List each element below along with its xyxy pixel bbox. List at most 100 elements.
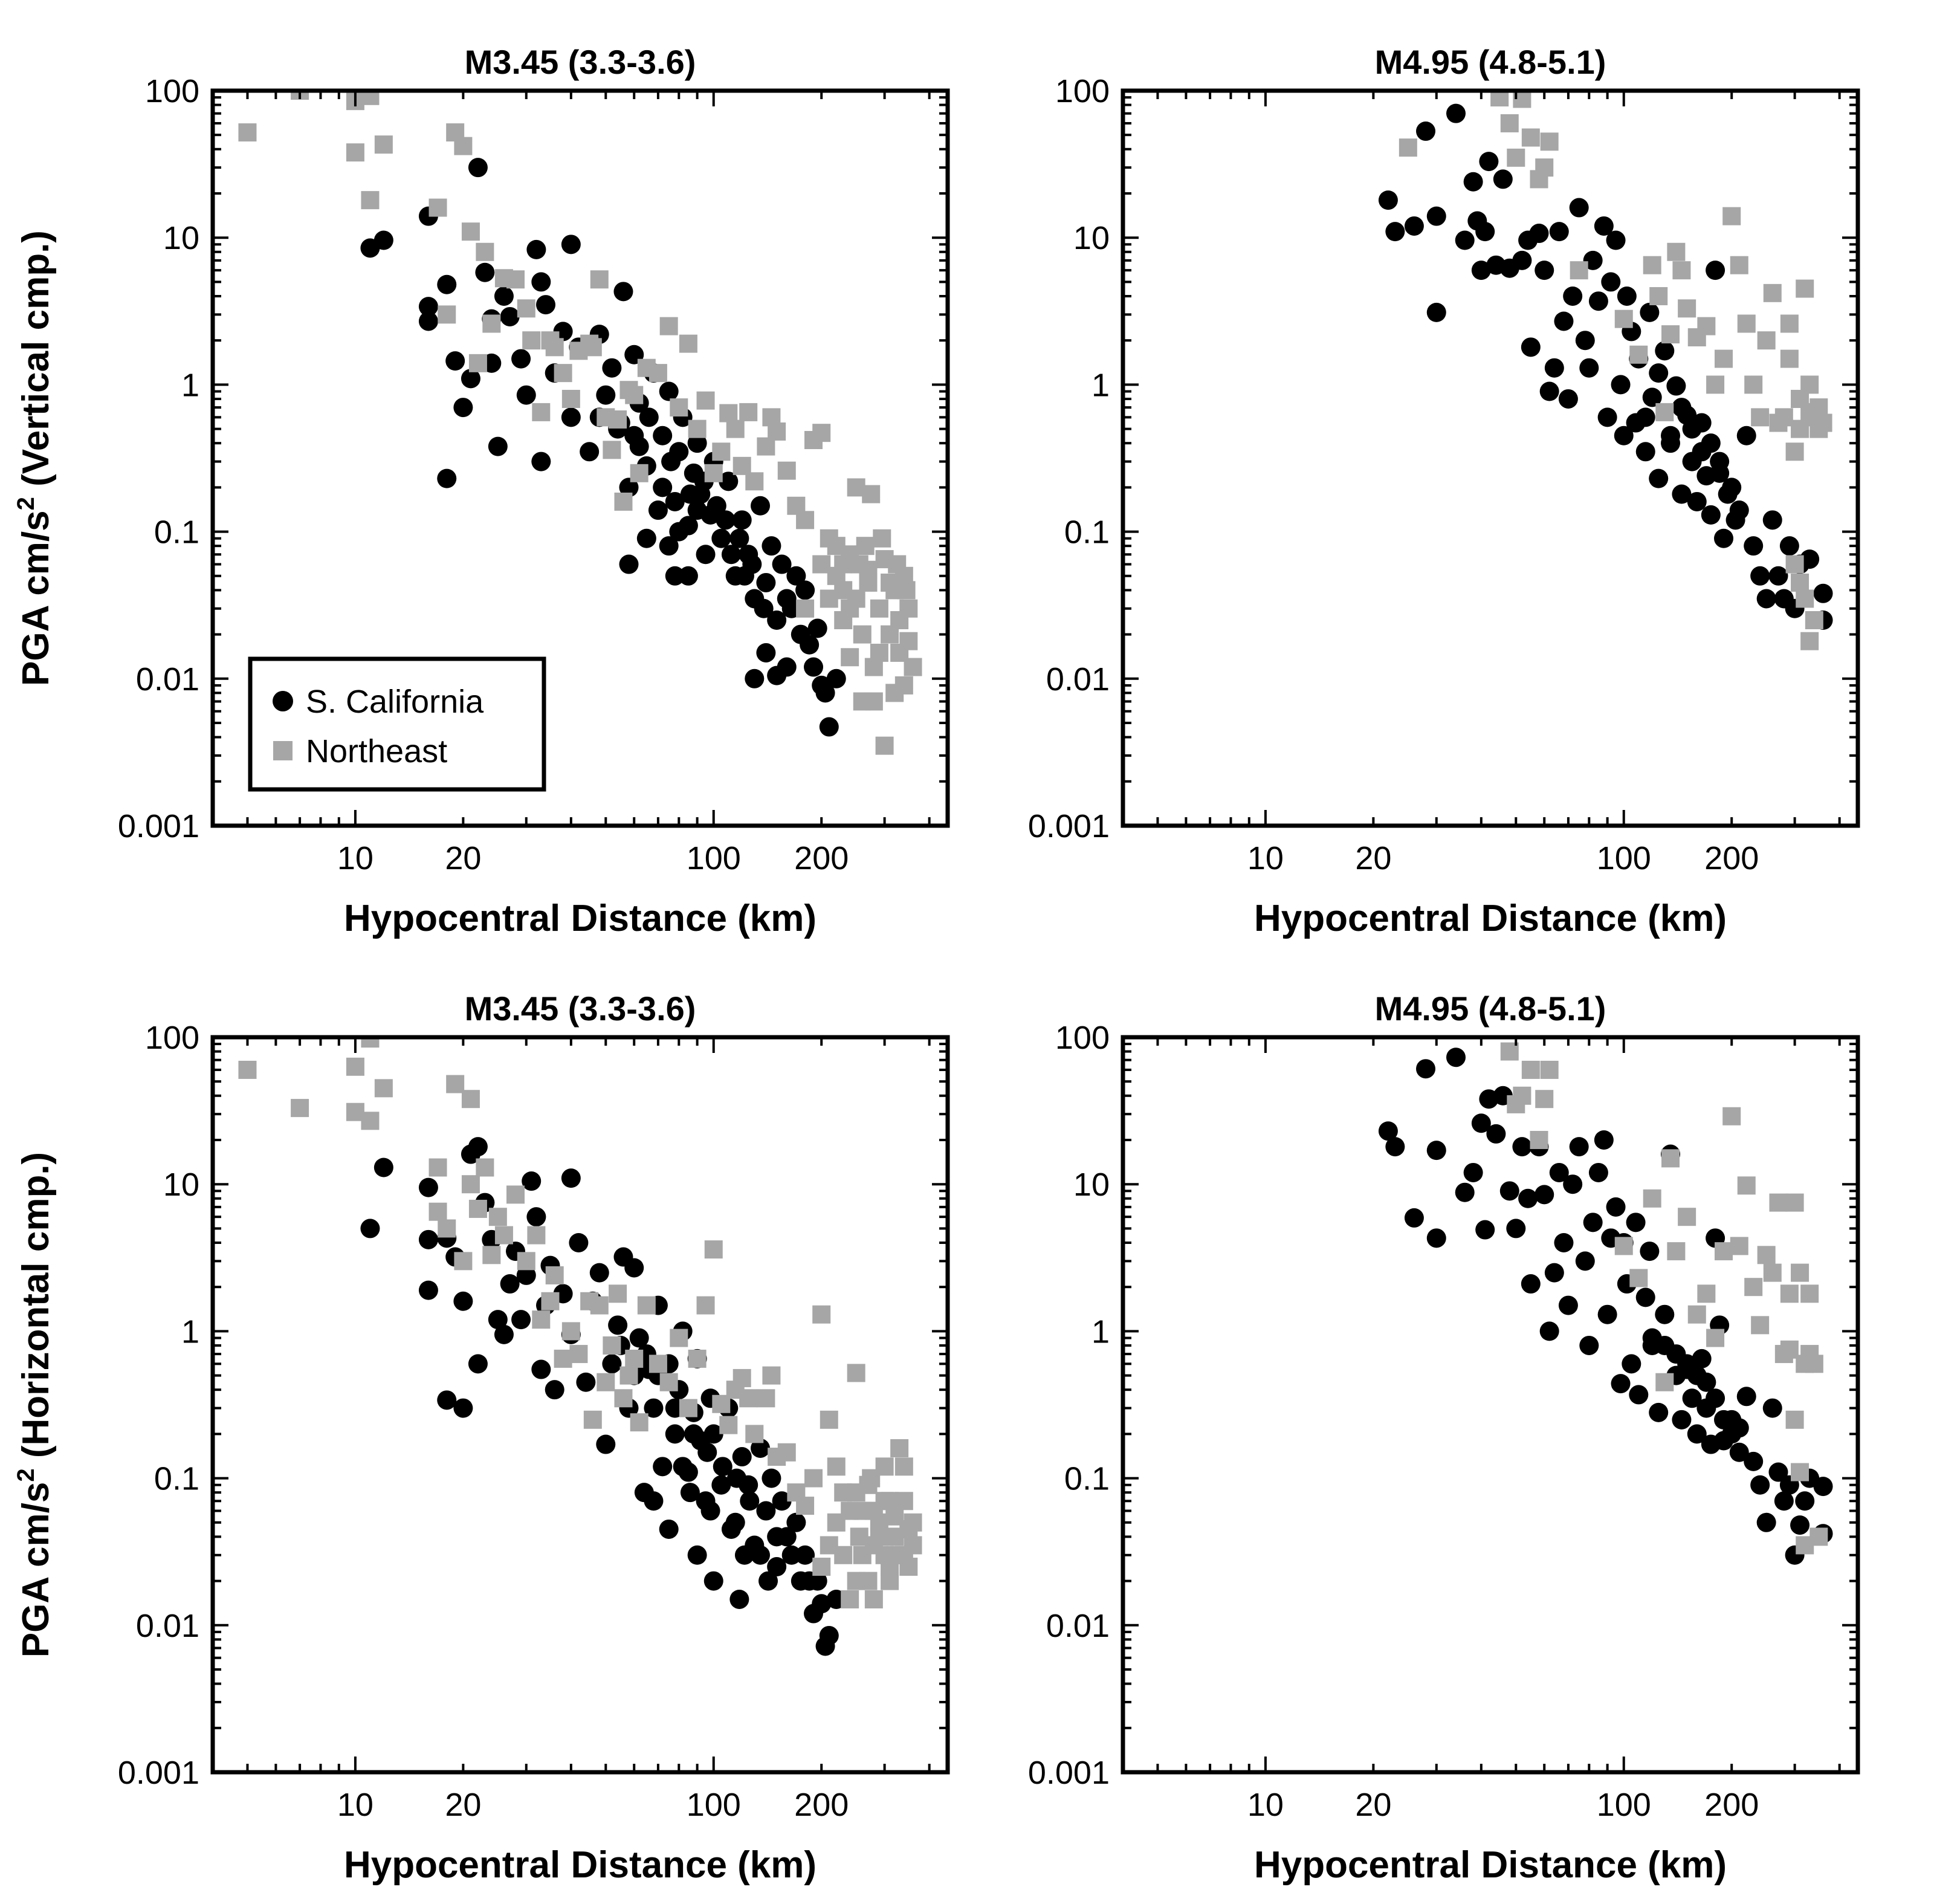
data-point-northeast bbox=[890, 1439, 909, 1457]
data-point-socal bbox=[1655, 1335, 1675, 1355]
data-point-northeast bbox=[777, 461, 796, 480]
data-point-socal bbox=[596, 1434, 616, 1454]
data-point-socal bbox=[1426, 1228, 1446, 1248]
data-point-northeast bbox=[1706, 1329, 1725, 1347]
data-point-northeast bbox=[1614, 309, 1633, 328]
data-point-northeast bbox=[881, 1572, 899, 1590]
data-point-socal bbox=[1575, 1251, 1595, 1271]
data-point-northeast bbox=[1655, 403, 1674, 421]
y-tick-label: 0.01 bbox=[1046, 661, 1110, 698]
x-axis-label: Hypocentral Distance (km) bbox=[1254, 1844, 1727, 1886]
data-point-northeast bbox=[554, 364, 572, 383]
x-tick-label: 100 bbox=[1597, 1787, 1651, 1823]
data-point-socal bbox=[1626, 1213, 1646, 1232]
data-point-northeast bbox=[1661, 325, 1680, 344]
data-point-socal bbox=[711, 1475, 731, 1495]
data-point-northeast bbox=[583, 338, 602, 357]
data-point-northeast bbox=[812, 1305, 831, 1324]
data-point-northeast bbox=[1791, 573, 1809, 592]
data-point-socal bbox=[687, 1545, 707, 1565]
y-tick-label: 1 bbox=[1092, 367, 1110, 403]
data-point-northeast bbox=[704, 1240, 723, 1259]
data-point-socal bbox=[1606, 1197, 1626, 1217]
data-point-socal bbox=[1521, 1274, 1541, 1294]
data-point-socal bbox=[1729, 1418, 1749, 1438]
data-point-socal bbox=[1601, 272, 1621, 292]
data-point-socal bbox=[644, 1491, 664, 1511]
data-point-northeast bbox=[614, 492, 633, 511]
data-point-socal bbox=[461, 369, 480, 389]
data-point-socal bbox=[1611, 1374, 1631, 1394]
data-point-socal bbox=[1629, 1385, 1649, 1405]
data-point-socal bbox=[1744, 1451, 1764, 1471]
data-point-northeast bbox=[1649, 287, 1668, 305]
data-point-northeast bbox=[820, 1536, 838, 1555]
data-point-northeast bbox=[609, 410, 627, 429]
data-point-socal bbox=[678, 566, 698, 586]
data-point-socal bbox=[644, 1398, 664, 1418]
data-point-socal bbox=[1750, 1475, 1770, 1495]
plot-frame bbox=[210, 1035, 950, 1775]
x-tick-label: 20 bbox=[1355, 840, 1391, 876]
data-point-socal bbox=[1655, 341, 1675, 361]
data-point-socal bbox=[754, 598, 774, 618]
data-point-northeast bbox=[291, 1099, 309, 1118]
data-point-socal bbox=[1475, 222, 1495, 242]
x-tick-label: 100 bbox=[1597, 840, 1651, 876]
data-point-northeast bbox=[726, 419, 745, 438]
data-point-socal bbox=[1642, 387, 1662, 407]
data-point-northeast bbox=[847, 1483, 865, 1502]
data-point-socal bbox=[661, 452, 681, 471]
data-point-northeast bbox=[476, 242, 494, 261]
data-point-northeast bbox=[454, 1252, 473, 1271]
data-point-northeast bbox=[1800, 403, 1819, 421]
y-axis-label: PGA cm/s2 (Vertical cmp.) bbox=[13, 230, 57, 686]
data-point-northeast bbox=[875, 1457, 894, 1476]
x-tick-label: 200 bbox=[1704, 840, 1759, 876]
data-point-socal bbox=[687, 500, 707, 520]
data-point-socal bbox=[1378, 190, 1398, 210]
data-point-northeast bbox=[796, 511, 815, 529]
data-point-northeast bbox=[476, 1158, 494, 1177]
data-point-northeast bbox=[1399, 138, 1417, 157]
data-point-northeast bbox=[1655, 1373, 1674, 1391]
x-tick-label: 10 bbox=[337, 1787, 374, 1823]
data-points bbox=[238, 1037, 922, 1656]
data-point-northeast bbox=[1744, 375, 1763, 394]
data-point-northeast bbox=[1722, 1107, 1741, 1125]
data-point-northeast bbox=[1715, 1242, 1733, 1261]
data-point-northeast bbox=[1507, 148, 1525, 167]
data-point-socal bbox=[772, 554, 792, 574]
data-point-northeast bbox=[648, 1355, 667, 1373]
data-point-socal bbox=[1569, 198, 1589, 218]
data-point-northeast bbox=[517, 1252, 535, 1271]
x-tick-label: 200 bbox=[794, 1787, 849, 1823]
data-point-socal bbox=[437, 468, 457, 488]
data-point-northeast bbox=[1809, 1527, 1828, 1546]
data-point-socal bbox=[1579, 358, 1599, 378]
data-point-northeast bbox=[712, 442, 731, 461]
x-tick-label: 20 bbox=[445, 1787, 481, 1823]
data-point-northeast bbox=[1678, 299, 1696, 318]
data-point-northeast bbox=[1643, 256, 1661, 274]
data-point-northeast bbox=[659, 317, 678, 335]
data-point-socal bbox=[762, 536, 781, 556]
data-point-northeast bbox=[648, 364, 667, 383]
data-point-northeast bbox=[532, 1310, 551, 1329]
y-tick-label: 10 bbox=[1073, 1167, 1110, 1203]
data-point-socal bbox=[1736, 426, 1756, 445]
data-point-northeast bbox=[1780, 349, 1799, 368]
data-point-socal bbox=[1416, 1059, 1436, 1079]
data-point-northeast bbox=[796, 599, 815, 618]
data-point-socal bbox=[786, 566, 806, 586]
data-point-socal bbox=[1736, 1387, 1756, 1407]
data-point-northeast bbox=[609, 1284, 627, 1303]
data-point-socal bbox=[561, 235, 581, 254]
data-point-northeast bbox=[899, 1558, 918, 1576]
data-point-northeast bbox=[461, 1090, 480, 1109]
data-point-northeast bbox=[812, 555, 831, 574]
data-point-socal bbox=[795, 580, 815, 600]
data-point-socal bbox=[374, 1158, 393, 1177]
data-point-socal bbox=[1588, 291, 1608, 311]
data-point-northeast bbox=[522, 331, 541, 350]
